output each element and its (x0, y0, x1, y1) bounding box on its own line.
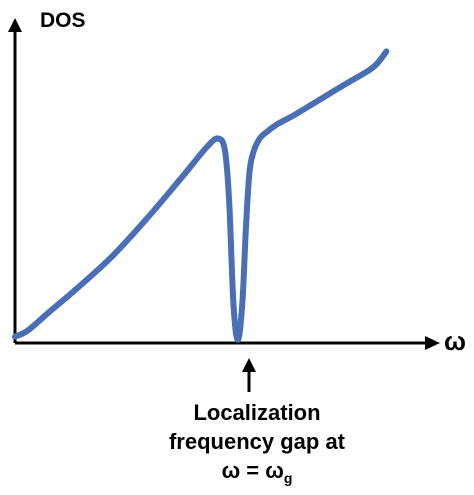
y-axis-arrowhead (8, 18, 22, 32)
dos-curve-0 (12, 48, 390, 343)
gap-annotation-line-2: frequency gap at (168, 429, 346, 454)
gap-annotation-equation: ω = ωg (137, 456, 377, 493)
series-layer (12, 48, 390, 343)
gap-equation-main: ω = ω (221, 458, 284, 483)
x-axis-arrowhead (425, 336, 440, 350)
gap-equation-subscript: g (283, 470, 293, 486)
gap-annotation-line-1: Localization (193, 400, 321, 425)
gap-arrow-head (242, 358, 256, 372)
x-axis-label: ω (444, 326, 466, 356)
gap-annotation: Localization frequency gap at ω = ωg (137, 398, 377, 493)
y-axis-label: DOS (40, 9, 86, 32)
